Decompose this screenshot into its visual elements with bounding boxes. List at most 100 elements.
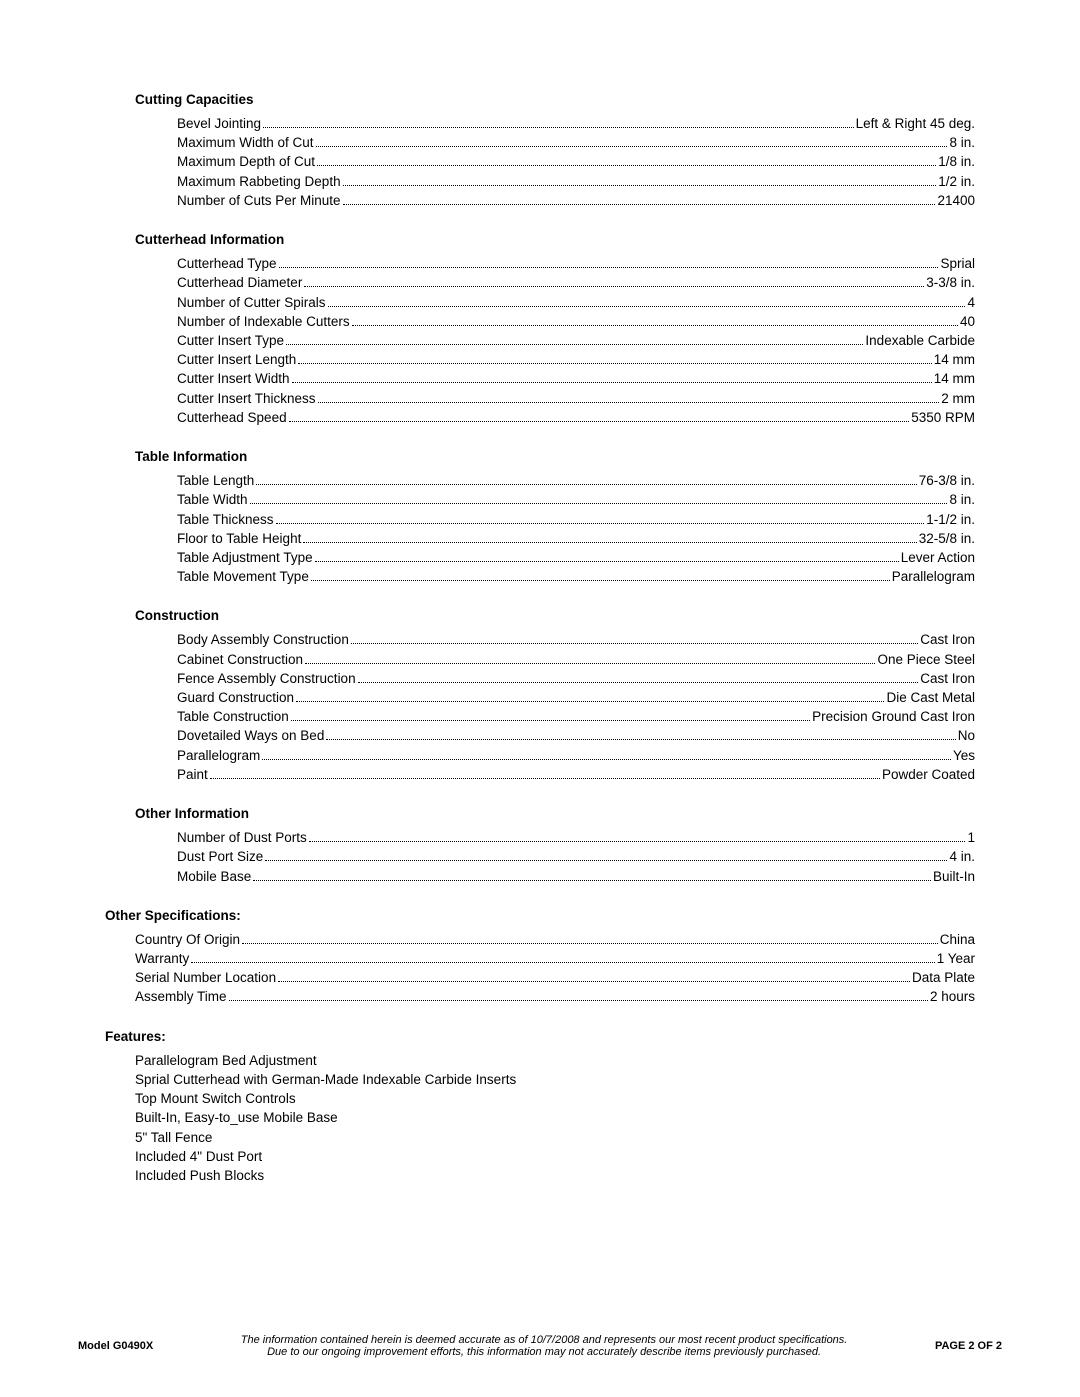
spec-block: Number of Dust Ports1Dust Port Size4 in.… [177, 829, 975, 886]
spec-label: Parallelogram [177, 747, 260, 765]
spec-value: 1 Year [937, 950, 975, 968]
leader-dots [358, 682, 919, 683]
spec-label: Cutterhead Speed [177, 409, 287, 427]
spec-label: Table Movement Type [177, 568, 309, 586]
footer-page-number: PAGE 2 OF 2 [935, 1340, 1002, 1352]
footer-model: Model G0490X [78, 1340, 153, 1352]
spec-block: Bevel JointingLeft & Right 45 deg.Maximu… [177, 115, 975, 210]
spec-value: 8 in. [949, 134, 975, 152]
spec-value: Powder Coated [882, 766, 975, 784]
spec-row: Cutterhead Speed5350 RPM [177, 409, 975, 427]
spec-value: Sprial [940, 255, 975, 273]
spec-label: Floor to Table Height [177, 530, 301, 548]
leader-dots [262, 759, 951, 760]
spec-row: Table Thickness 1-1/2 in. [177, 511, 975, 529]
spec-label: Maximum Rabbeting Depth [177, 173, 341, 191]
spec-label: Cutter Insert Width [177, 370, 290, 388]
spec-value: 2 hours [930, 988, 975, 1006]
leader-dots [316, 146, 948, 147]
spec-sheet-content: Cutting CapacitiesBevel JointingLeft & R… [105, 92, 975, 1185]
features-block: Parallelogram Bed AdjustmentSprial Cutte… [135, 1052, 975, 1186]
spec-value: 1/2 in. [938, 173, 975, 191]
spec-value: Precision Ground Cast Iron [812, 708, 975, 726]
section-title: Cutterhead Information [135, 232, 975, 247]
footer-disclaimer: The information contained herein is deem… [153, 1334, 935, 1359]
leader-dots [351, 643, 918, 644]
feature-line: Top Mount Switch Controls [135, 1090, 975, 1108]
spec-row: PaintPowder Coated [177, 766, 975, 784]
leader-dots [343, 204, 936, 205]
spec-value: 1/8 in. [938, 153, 975, 171]
leader-dots [305, 663, 875, 664]
spec-row: Cabinet ConstructionOne Piece Steel [177, 651, 975, 669]
leader-dots [279, 267, 939, 268]
spec-label: Cutter Insert Length [177, 351, 296, 369]
feature-line: 5" Tall Fence [135, 1129, 975, 1147]
section-title: Construction [135, 608, 975, 623]
spec-value: Lever Action [901, 549, 975, 567]
section-title: Table Information [135, 449, 975, 464]
spec-value: 2 mm [941, 390, 975, 408]
leader-dots [317, 165, 936, 166]
spec-label: Warranty [135, 950, 189, 968]
spec-value: Cast Iron [920, 631, 975, 649]
spec-row: Number of Cutter Spirals 4 [177, 294, 975, 312]
spec-value: Yes [953, 747, 975, 765]
spec-value: 1-1/2 in. [926, 511, 975, 529]
spec-value: 14 mm [934, 370, 975, 388]
spec-row: Guard ConstructionDie Cast Metal [177, 689, 975, 707]
section-title: Other Specifications: [105, 908, 975, 923]
spec-label: Maximum Depth of Cut [177, 153, 315, 171]
spec-row: Body Assembly Construction Cast Iron [177, 631, 975, 649]
spec-value: 40 [960, 313, 975, 331]
feature-line: Built-In, Easy-to_use Mobile Base [135, 1109, 975, 1127]
leader-dots [253, 880, 931, 881]
spec-value: 14 mm [934, 351, 975, 369]
leader-dots [318, 402, 940, 403]
spec-value: 32-5/8 in. [919, 530, 975, 548]
spec-label: Table Width [177, 491, 248, 509]
features-title: Features: [105, 1029, 975, 1044]
spec-row: Country Of Origin China [135, 931, 975, 949]
spec-block: Country Of Origin ChinaWarranty 1 YearSe… [135, 931, 975, 1007]
leader-dots [291, 720, 810, 721]
leader-dots [210, 778, 880, 779]
leader-dots [289, 421, 910, 422]
leader-dots [191, 962, 934, 963]
feature-line: Included Push Blocks [135, 1167, 975, 1185]
spec-row: Cutter Insert TypeIndexable Carbide [177, 332, 975, 350]
spec-label: Number of Cutter Spirals [177, 294, 326, 312]
spec-row: Table ConstructionPrecision Ground Cast … [177, 708, 975, 726]
spec-row: Table Width8 in. [177, 491, 975, 509]
spec-label: Guard Construction [177, 689, 294, 707]
spec-block: Body Assembly Construction Cast Iron Cabin… [177, 631, 975, 784]
spec-value: 3-3/8 in. [926, 274, 975, 292]
spec-row: Maximum Depth of Cut 1/8 in. [177, 153, 975, 171]
spec-row: Serial Number Location Data Plate [135, 969, 975, 987]
spec-row: Dovetailed Ways on BedNo [177, 727, 975, 745]
spec-row: Cutter Insert Length 14 mm [177, 351, 975, 369]
spec-label: Table Thickness [177, 511, 274, 529]
leader-dots [298, 363, 931, 364]
spec-label: Maximum Width of Cut [177, 134, 314, 152]
spec-value: 1 [967, 829, 975, 847]
spec-row: Assembly Time 2 hours [135, 988, 975, 1006]
spec-label: Body Assembly Construction [177, 631, 349, 649]
feature-line: Parallelogram Bed Adjustment [135, 1052, 975, 1070]
spec-label: Cutterhead Diameter [177, 274, 302, 292]
spec-row: Table Movement TypeParallelogram [177, 568, 975, 586]
spec-row: Warranty 1 Year [135, 950, 975, 968]
spec-row: Cutter Insert Thickness2 mm [177, 390, 975, 408]
footer-disclaimer-line2: Due to our ongoing improvement efforts, … [267, 1346, 821, 1358]
leader-dots [304, 286, 924, 287]
leader-dots [309, 841, 966, 842]
spec-label: Mobile Base [177, 868, 251, 886]
spec-row: Number of Indexable Cutters40 [177, 313, 975, 331]
spec-value: 4 [967, 294, 975, 312]
leader-dots [242, 943, 938, 944]
spec-row: Cutterhead TypeSprial [177, 255, 975, 273]
spec-value: 21400 [937, 192, 975, 210]
spec-value: China [940, 931, 975, 949]
leader-dots [343, 185, 937, 186]
spec-label: Dovetailed Ways on Bed [177, 727, 324, 745]
